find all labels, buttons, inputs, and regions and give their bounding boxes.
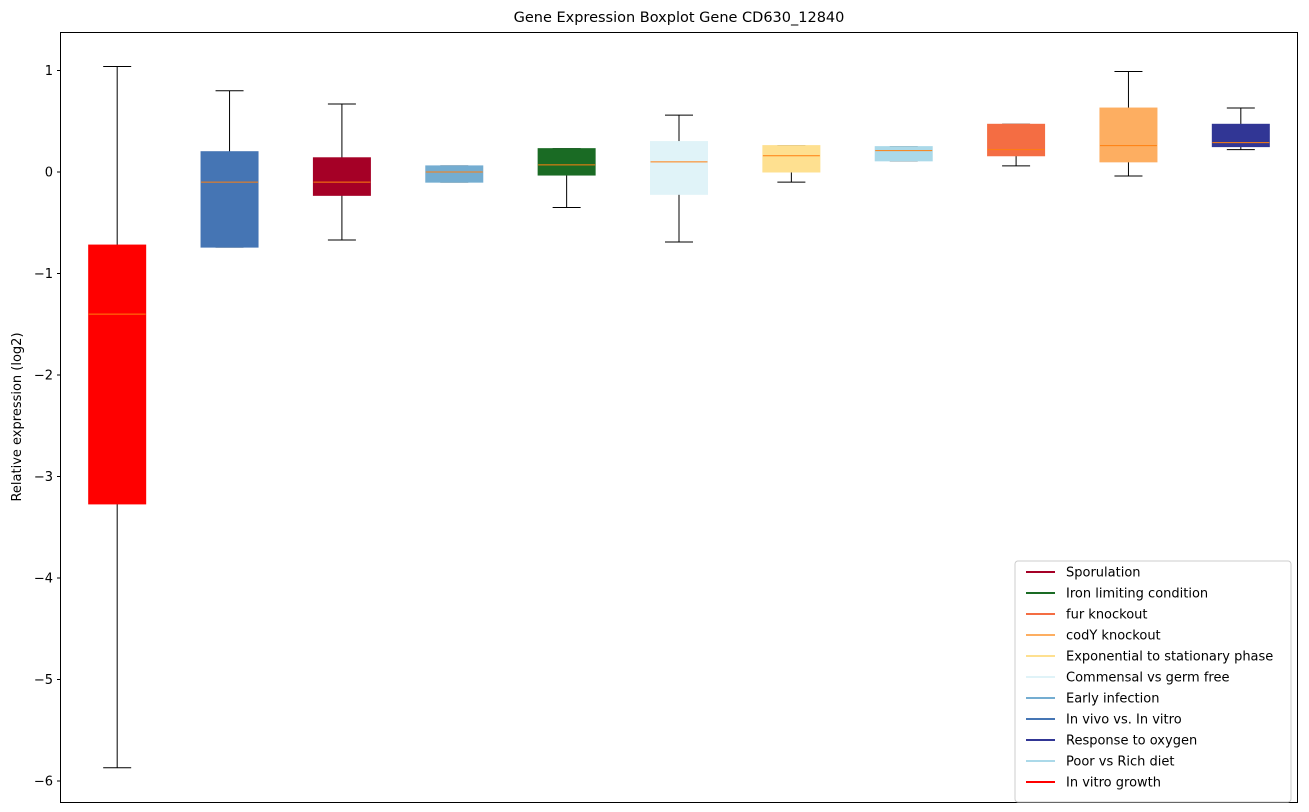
box-body: [200, 151, 259, 248]
legend-label: Sporulation: [1066, 566, 1141, 581]
box-commensal-vs-germ-free: [650, 114, 708, 243]
box-body: [762, 145, 821, 173]
box-early-infection: [425, 165, 484, 183]
chart-title: Gene Expression Boxplot Gene CD630_12840: [514, 10, 845, 26]
legend-label: In vivo vs. In vitro: [1066, 713, 1182, 728]
box-body: [425, 165, 484, 183]
box-body: [1099, 107, 1158, 163]
box-fur-knockout: [987, 123, 1046, 167]
legend-item: Sporulation: [1026, 566, 1141, 581]
legend-item: Exponential to stationary phase: [1026, 650, 1273, 665]
legend-label: Response to oxygen: [1066, 734, 1197, 749]
legend-item: In vivo vs. In vitro: [1026, 713, 1182, 728]
box-poor-vs-rich-diet: [874, 146, 933, 162]
box-body: [874, 146, 933, 162]
box-body: [650, 141, 708, 195]
box-body: [88, 244, 147, 505]
y-tick-label: −4: [34, 572, 53, 587]
legend-label: Iron limiting condition: [1066, 587, 1208, 602]
y-tick-label: −6: [34, 775, 53, 790]
legend-label: Early infection: [1066, 692, 1159, 707]
y-tick-label: −2: [34, 369, 53, 384]
legend-item: Early infection: [1026, 692, 1159, 707]
plot-frame: [60, 32, 1298, 803]
boxes-group: [88, 65, 1270, 769]
box-sporulation: [312, 103, 371, 241]
y-tick-label: 0: [45, 166, 53, 181]
legend-item: Response to oxygen: [1026, 734, 1197, 749]
box-in-vivo-vs-in-vitro: [200, 90, 259, 248]
legend-item: In vitro growth: [1026, 776, 1161, 791]
box-response-to-oxygen: [1211, 107, 1270, 151]
y-tick-label: −3: [34, 470, 53, 485]
legend-label: Poor vs Rich diet: [1066, 755, 1174, 770]
box-iron-limiting-condition: [537, 148, 596, 209]
box-body: [537, 148, 596, 176]
y-tick-label: −5: [34, 673, 53, 688]
y-tick-label: −1: [34, 267, 53, 282]
box-exponential-to-stationary-phase: [762, 145, 821, 183]
box-body: [987, 123, 1046, 157]
legend-label: In vitro growth: [1066, 776, 1161, 791]
legend-item: codY knockout: [1026, 629, 1161, 644]
box-body: [1211, 123, 1270, 148]
legend-label: fur knockout: [1066, 608, 1148, 623]
legend: Sporulation Iron limiting condition fur kn…: [1014, 560, 1292, 803]
legend-item: Poor vs Rich diet: [1026, 755, 1174, 770]
y-axis-label: Relative expression (log2): [10, 332, 25, 501]
y-tick-label: 1: [45, 64, 53, 79]
legend-label: codY knockout: [1066, 629, 1161, 644]
legend-item: fur knockout: [1026, 608, 1148, 623]
legend-box: [1014, 560, 1292, 803]
box-cody-knockout: [1099, 71, 1158, 177]
legend-item: Commensal vs germ free: [1026, 671, 1229, 686]
box-body: [312, 157, 371, 196]
y-axis: 1 0 −1 −2 −3 −4 −5 −6: [34, 64, 61, 790]
legend-label: Commensal vs germ free: [1066, 671, 1229, 686]
legend-item: Iron limiting condition: [1026, 587, 1208, 602]
box-in-vitro-growth: [88, 65, 147, 769]
legend-label: Exponential to stationary phase: [1066, 650, 1273, 665]
